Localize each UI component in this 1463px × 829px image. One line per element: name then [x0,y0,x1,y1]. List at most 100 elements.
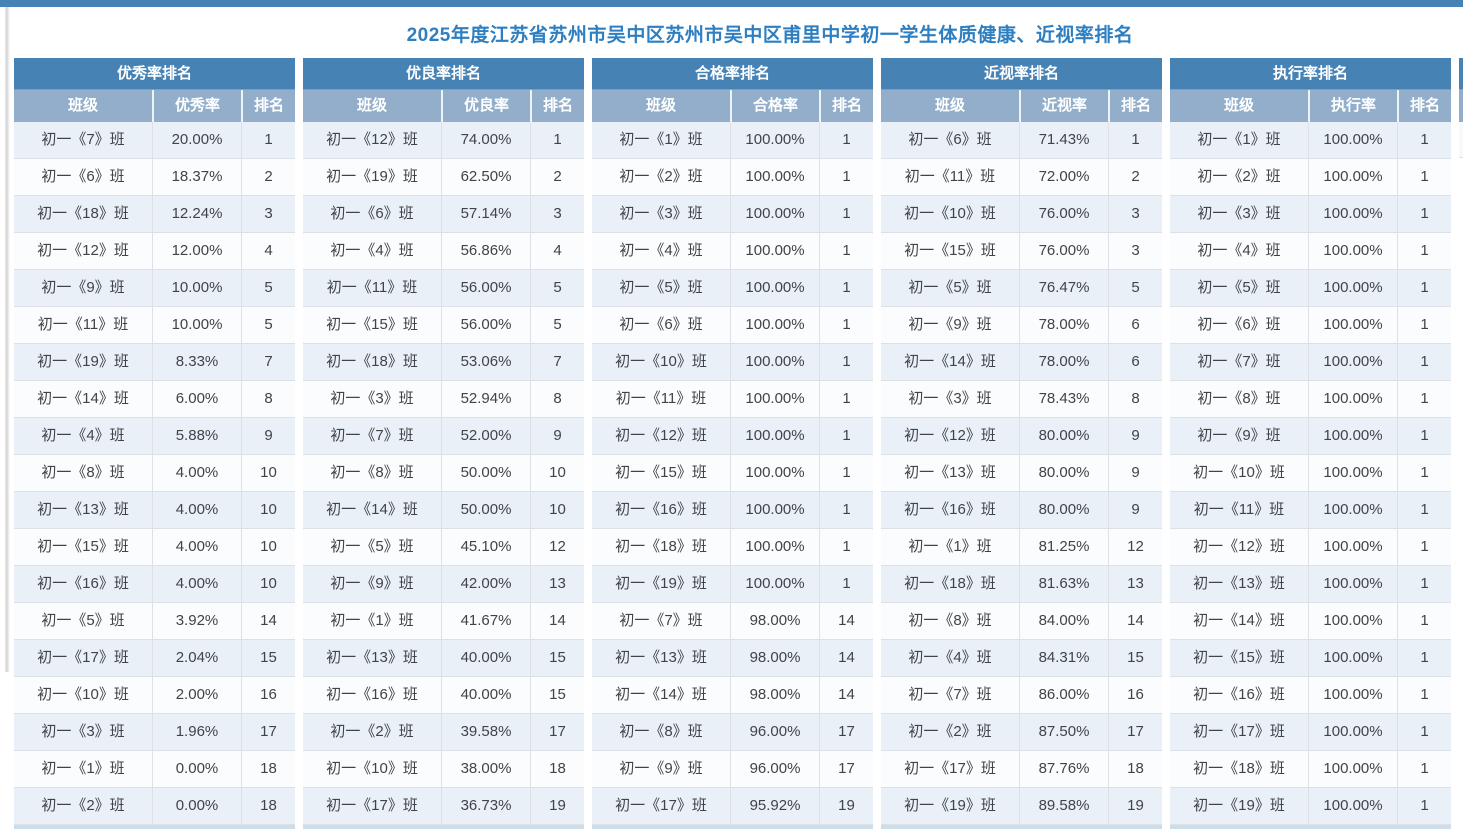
table-row: 初一《2》班 39.58% 17 [303,714,584,751]
table-row: 初一《18》班 81.63% 13 [881,566,1162,603]
cell-rank: 5 [241,307,295,343]
cell-class: 初一《1》班 [619,131,703,148]
cell-class: 初一《10》班 [326,760,418,777]
table-row: 初一《9》班 100.00% 1 [1170,418,1451,455]
cell-rate: 41.67% [441,603,530,639]
cell-class: 初一《9》班 [330,575,414,592]
column-header-class: 班级 [67,97,98,114]
cell-class: 初一《14》班 [615,686,707,703]
cell-rank: 16 [1108,677,1162,713]
cell-rank: 12 [530,529,584,565]
table-row: 初一《5》班 3.92% 14 [14,603,295,640]
cell-rank: 9 [1108,418,1162,454]
cell-rank: 1 [1397,603,1451,639]
cell-rank: 1 [819,233,873,269]
cell-class: 初一《5》班 [41,612,125,629]
cell-rate: 100.00% [1308,788,1397,824]
table-row: 初一《12》班 100.00% 1 [592,418,873,455]
table-row: 初一《14》班 100.00% 1 [1170,603,1451,640]
cell-rate: 100.00% [1308,159,1397,195]
cell-rank: 1 [819,122,873,158]
cell-class: 初一《15》班 [37,538,129,555]
table-title: 优良率排名 [303,58,584,89]
cell-rank: 6 [1108,307,1162,343]
cell-rate: 96.00% [730,714,819,750]
table-row: 初一《4》班 100.00% 1 [592,233,873,270]
cell-rate: 86.00% [1019,677,1108,713]
table-row: 初一《11》班 56.00% 5 [303,270,584,307]
cell-rank: 10 [530,455,584,491]
cell-class: 初一《18》班 [1193,760,1285,777]
cell-rate: 98.00% [730,603,819,639]
cell-rate: 95.92% [730,788,819,824]
cell-rank: 1 [819,455,873,491]
cell-rank: 18 [241,788,295,824]
cell-rank: 1 [1397,714,1451,750]
table-row: 初一《17》班 2.04% 15 [14,640,295,677]
cell-rate: 100.00% [1308,307,1397,343]
cell-class: 初一《3》班 [41,723,125,740]
cell-class: 初一《15》班 [326,316,418,333]
table-row: 初一《7》班 98.00% 14 [592,603,873,640]
cell-class: 初一《19》班 [1193,797,1285,814]
table-row: 初一《17》班 95.92% 19 [592,788,873,825]
column-header-rate: 合格率 [730,90,819,122]
column-header-rank: 排名 [1397,90,1451,122]
cell-rank: 10 [241,455,295,491]
cell-rate: 3.92% [152,603,241,639]
cell-rank: 1 [819,492,873,528]
cell-rate: 18.37% [152,159,241,195]
table-row: 初一《15》班 76.00% 3 [881,233,1162,270]
cell-rank: 1 [1397,270,1451,306]
table-row: 初一《3》班 78.43% 8 [881,381,1162,418]
table-row: 初一《9》班 96.00% 17 [592,751,873,788]
cell-rate: 100.00% [730,159,819,195]
cell-class: 初一《5》班 [330,538,414,555]
partial-next-row [881,825,1162,829]
cell-rate: 0.00% [152,788,241,824]
column-header-class: 班级 [645,97,676,114]
cell-rate: 87.76% [1019,751,1108,787]
cell-class: 初一《11》班 [37,316,129,333]
cell-rank: 9 [1108,492,1162,528]
cell-rank: 16 [241,677,295,713]
cell-rate: 71.43% [1019,122,1108,158]
table-row: 初一《7》班 52.00% 9 [303,418,584,455]
cell-rank: 17 [530,714,584,750]
cell-rank: 13 [1108,566,1162,602]
cell-class: 初一《1》班 [908,538,992,555]
cell-rank: 1 [819,381,873,417]
rank-table: 近视率排名 班级 近视率 排名 初一《6》班 71.43% 1 初一《11》班 72.00% 2 初… [881,58,1162,829]
table-row: 初一《19》班 62.50% 2 [303,159,584,196]
cell-class: 初一《3》班 [1197,205,1281,222]
cell-class: 初一《8》班 [619,723,703,740]
cell-rate: 76.00% [1019,196,1108,232]
partial-next-row [303,825,584,829]
cell-class: 初一《1》班 [330,612,414,629]
table-row: 初一《13》班 80.00% 9 [881,455,1162,492]
cell-class: 初一《18》班 [326,353,418,370]
table-row: 初一《4》班 100.00% 1 [1170,233,1451,270]
cell-rank: 10 [241,529,295,565]
cell-rank: 19 [1108,788,1162,824]
cell-class: 初一《8》班 [908,612,992,629]
table-row: 初一《10》班 2.00% 16 [14,677,295,714]
cell-rate: 100.00% [1308,344,1397,380]
table-row: 初一《5》班 76.47% 5 [881,270,1162,307]
cell-rank: 8 [241,381,295,417]
cell-rank: 1 [1397,640,1451,676]
cell-class: 初一《8》班 [330,464,414,481]
table-column-headers: 班级 近视率 排名 [881,89,1162,122]
cell-class: 初一《10》班 [615,353,707,370]
cell-rate: 4.00% [152,529,241,565]
cell-class: 初一《11》班 [326,279,418,296]
cell-rate: 12.00% [152,233,241,269]
cell-rank: 1 [1397,381,1451,417]
cell-class: 初一《17》班 [1193,723,1285,740]
cell-rank: 17 [241,714,295,750]
table-row: 初一《3》班 52.94% 8 [303,381,584,418]
cell-class: 初一《13》班 [904,464,996,481]
cell-rank: 1 [819,159,873,195]
table-row: 初一《8》班 84.00% 14 [881,603,1162,640]
cell-class: 初一《5》班 [1197,279,1281,296]
